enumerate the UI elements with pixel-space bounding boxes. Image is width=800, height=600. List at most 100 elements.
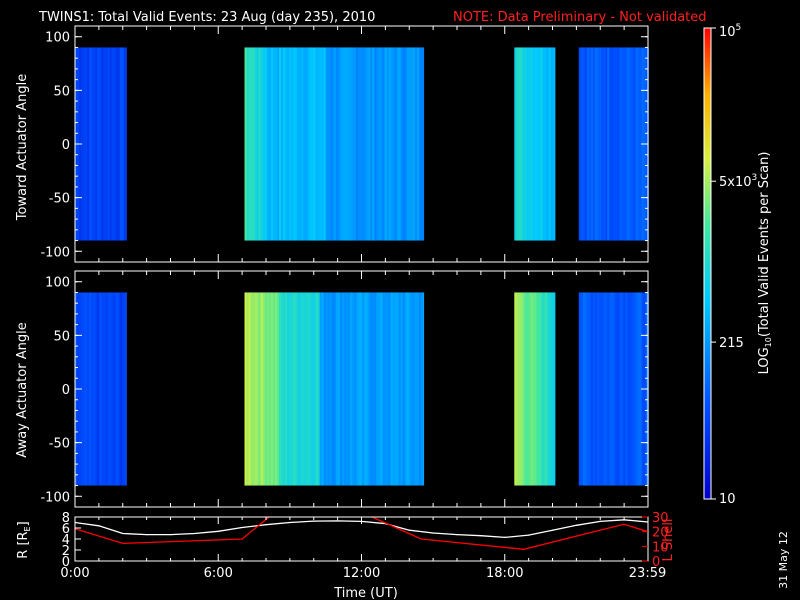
heat-column xyxy=(360,47,363,241)
heat-column xyxy=(358,292,361,486)
heat-column xyxy=(637,47,641,241)
heat-column xyxy=(368,292,371,486)
heat-column xyxy=(536,47,540,241)
heat-column xyxy=(337,47,341,241)
heat-column xyxy=(552,292,556,486)
heat-column xyxy=(406,292,410,486)
heat-column xyxy=(607,47,610,241)
heat-column xyxy=(115,292,119,486)
heat-column xyxy=(364,292,367,486)
y-tick-label: -50 xyxy=(49,192,70,207)
heat-column xyxy=(325,292,329,486)
heat-column xyxy=(301,292,304,486)
heat-column xyxy=(333,47,337,241)
heat-column xyxy=(380,47,384,241)
heat-column xyxy=(530,47,534,241)
heat-column xyxy=(627,292,630,486)
heat-column xyxy=(414,47,418,241)
heat-column xyxy=(264,47,268,241)
l-shell-tick-label: 20 xyxy=(652,526,669,541)
heat-column xyxy=(356,292,359,486)
colorbar xyxy=(703,27,712,500)
time-tick-label: 18:00 xyxy=(486,566,523,581)
heat-column xyxy=(542,292,546,486)
heat-column xyxy=(586,47,590,241)
heat-column xyxy=(633,292,637,486)
heat-column xyxy=(95,292,98,486)
heat-column xyxy=(360,292,363,486)
heat-column xyxy=(550,47,554,241)
heat-column xyxy=(329,47,333,241)
heat-column xyxy=(611,47,614,241)
heat-column xyxy=(552,47,556,241)
heat-column xyxy=(329,292,333,486)
heat-column xyxy=(613,292,616,486)
data-block xyxy=(578,292,649,486)
heat-column xyxy=(99,292,102,486)
heat-column xyxy=(125,47,127,241)
heat-column xyxy=(532,47,536,241)
heat-column xyxy=(613,47,616,241)
heat-column xyxy=(514,47,517,241)
heat-column xyxy=(254,47,258,241)
heat-column xyxy=(362,47,365,241)
heat-column xyxy=(331,47,335,241)
heat-column xyxy=(341,47,345,241)
heat-column xyxy=(592,292,596,486)
line-point xyxy=(241,526,243,529)
heat-column xyxy=(546,292,550,486)
heat-column xyxy=(384,292,388,486)
heat-column xyxy=(421,292,424,486)
heat-column xyxy=(111,292,115,486)
l-shell-axis-label: L Shell xyxy=(661,518,676,561)
heat-column xyxy=(250,292,254,486)
r-tick-label: 8 xyxy=(62,511,70,526)
line-point xyxy=(98,525,100,527)
heat-column xyxy=(388,47,392,241)
heat-column xyxy=(392,47,396,241)
line-point xyxy=(504,536,506,539)
line-point xyxy=(337,520,339,522)
heat-column xyxy=(319,47,323,241)
heat-column xyxy=(97,292,100,486)
heat-column xyxy=(414,292,418,486)
heat-column xyxy=(103,292,106,486)
data-block xyxy=(514,47,556,241)
heat-column xyxy=(268,292,272,486)
heat-column xyxy=(85,292,88,486)
colorbar-label: LOG10(Total Valid Events per Scan) xyxy=(757,152,773,375)
heat-column xyxy=(287,292,290,486)
heat-column xyxy=(384,47,388,241)
heat-column xyxy=(295,292,298,486)
heat-column xyxy=(627,47,630,241)
heat-column xyxy=(380,292,384,486)
heat-column xyxy=(358,47,361,241)
heat-column xyxy=(578,292,582,486)
heat-column xyxy=(578,47,582,241)
y-tick-label: 100 xyxy=(45,31,70,46)
heat-column xyxy=(246,47,250,241)
heat-column xyxy=(374,47,377,241)
heat-column xyxy=(601,292,604,486)
heat-column xyxy=(274,47,278,241)
line-point xyxy=(217,530,219,532)
heat-column xyxy=(323,47,327,241)
heat-column xyxy=(333,292,337,486)
heat-column xyxy=(534,47,538,241)
heat-column xyxy=(301,47,304,241)
heat-column xyxy=(526,47,530,241)
heat-column xyxy=(331,292,335,486)
heat-column xyxy=(625,47,628,241)
heat-column xyxy=(400,292,404,486)
heat-column xyxy=(423,292,425,486)
heat-column xyxy=(372,47,375,241)
heat-column xyxy=(617,47,620,241)
heat-column xyxy=(123,47,127,241)
time-axis-label: Time (UT) xyxy=(333,586,398,600)
heat-column xyxy=(609,292,612,486)
heat-column xyxy=(107,47,110,241)
heat-column xyxy=(419,292,422,486)
heat-column xyxy=(590,47,594,241)
